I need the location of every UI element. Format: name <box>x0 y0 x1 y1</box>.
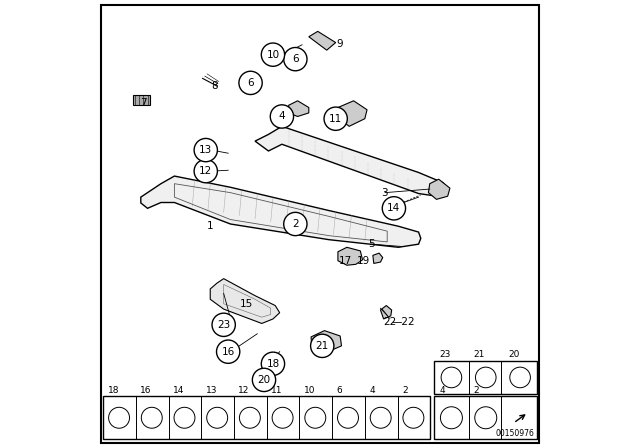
Bar <box>132 95 150 105</box>
Text: 11: 11 <box>329 114 342 124</box>
Circle shape <box>370 407 391 428</box>
Circle shape <box>403 407 424 428</box>
Polygon shape <box>289 101 308 116</box>
Text: 17: 17 <box>339 256 352 266</box>
Text: 4: 4 <box>440 386 445 395</box>
Circle shape <box>310 334 334 358</box>
Text: 13: 13 <box>199 145 212 155</box>
Text: 5: 5 <box>368 239 375 249</box>
Circle shape <box>270 105 294 128</box>
Text: 10: 10 <box>266 50 280 60</box>
Bar <box>435 396 538 439</box>
Circle shape <box>252 368 276 392</box>
Polygon shape <box>373 253 383 263</box>
Text: 2: 2 <box>402 386 408 395</box>
Polygon shape <box>308 31 335 50</box>
Bar <box>102 396 430 439</box>
Circle shape <box>476 367 496 388</box>
Polygon shape <box>428 179 450 199</box>
Polygon shape <box>338 247 362 265</box>
Circle shape <box>305 407 326 428</box>
Circle shape <box>441 367 461 388</box>
Text: 18: 18 <box>266 359 280 369</box>
Text: 3: 3 <box>381 188 388 198</box>
Text: 21: 21 <box>316 341 329 351</box>
Circle shape <box>216 340 240 363</box>
Circle shape <box>324 107 348 130</box>
Text: 2: 2 <box>474 386 479 395</box>
Text: 00150976: 00150976 <box>495 429 534 438</box>
Circle shape <box>284 212 307 236</box>
Text: 2: 2 <box>292 219 299 229</box>
Text: 7: 7 <box>140 98 147 108</box>
Circle shape <box>261 43 285 66</box>
Circle shape <box>382 197 406 220</box>
Circle shape <box>194 138 218 162</box>
Polygon shape <box>380 306 392 319</box>
Text: 23: 23 <box>440 350 451 359</box>
Circle shape <box>239 407 260 428</box>
Text: —22: —22 <box>392 317 415 327</box>
Text: 14: 14 <box>173 386 184 395</box>
Circle shape <box>207 407 228 428</box>
Text: 6: 6 <box>292 54 299 64</box>
Circle shape <box>337 407 358 428</box>
Text: 4: 4 <box>369 386 375 395</box>
Circle shape <box>284 47 307 71</box>
Polygon shape <box>311 331 342 352</box>
Circle shape <box>194 159 218 183</box>
Polygon shape <box>338 101 367 126</box>
Text: 16: 16 <box>140 386 152 395</box>
Text: 12: 12 <box>199 166 212 176</box>
Text: 4: 4 <box>278 112 285 121</box>
Circle shape <box>109 407 129 428</box>
Text: 11: 11 <box>271 386 283 395</box>
Circle shape <box>272 407 293 428</box>
Text: 6: 6 <box>247 78 254 88</box>
Bar <box>435 361 538 394</box>
Text: 10: 10 <box>304 386 316 395</box>
Text: 22: 22 <box>383 317 396 327</box>
Text: 20: 20 <box>257 375 271 385</box>
Circle shape <box>141 407 163 428</box>
Text: 16: 16 <box>221 347 235 357</box>
Text: 21: 21 <box>474 350 485 359</box>
Polygon shape <box>255 126 448 197</box>
Circle shape <box>261 352 285 375</box>
Circle shape <box>475 407 497 429</box>
Text: 23: 23 <box>217 320 230 330</box>
FancyArrowPatch shape <box>516 415 525 422</box>
Circle shape <box>440 407 463 429</box>
Circle shape <box>239 71 262 95</box>
Text: 14: 14 <box>387 203 401 213</box>
Polygon shape <box>210 279 280 323</box>
Text: 12: 12 <box>239 386 250 395</box>
Text: 20: 20 <box>508 350 520 359</box>
Circle shape <box>510 367 531 388</box>
Text: 6: 6 <box>337 386 342 395</box>
Text: 13: 13 <box>205 386 217 395</box>
Circle shape <box>174 407 195 428</box>
Text: 15: 15 <box>239 299 253 309</box>
Circle shape <box>212 313 236 336</box>
Text: 9: 9 <box>337 39 344 49</box>
Text: 8: 8 <box>211 81 218 91</box>
Text: 19: 19 <box>357 256 371 266</box>
Text: 18: 18 <box>108 386 119 395</box>
Polygon shape <box>141 176 421 247</box>
Text: 1: 1 <box>207 221 214 231</box>
